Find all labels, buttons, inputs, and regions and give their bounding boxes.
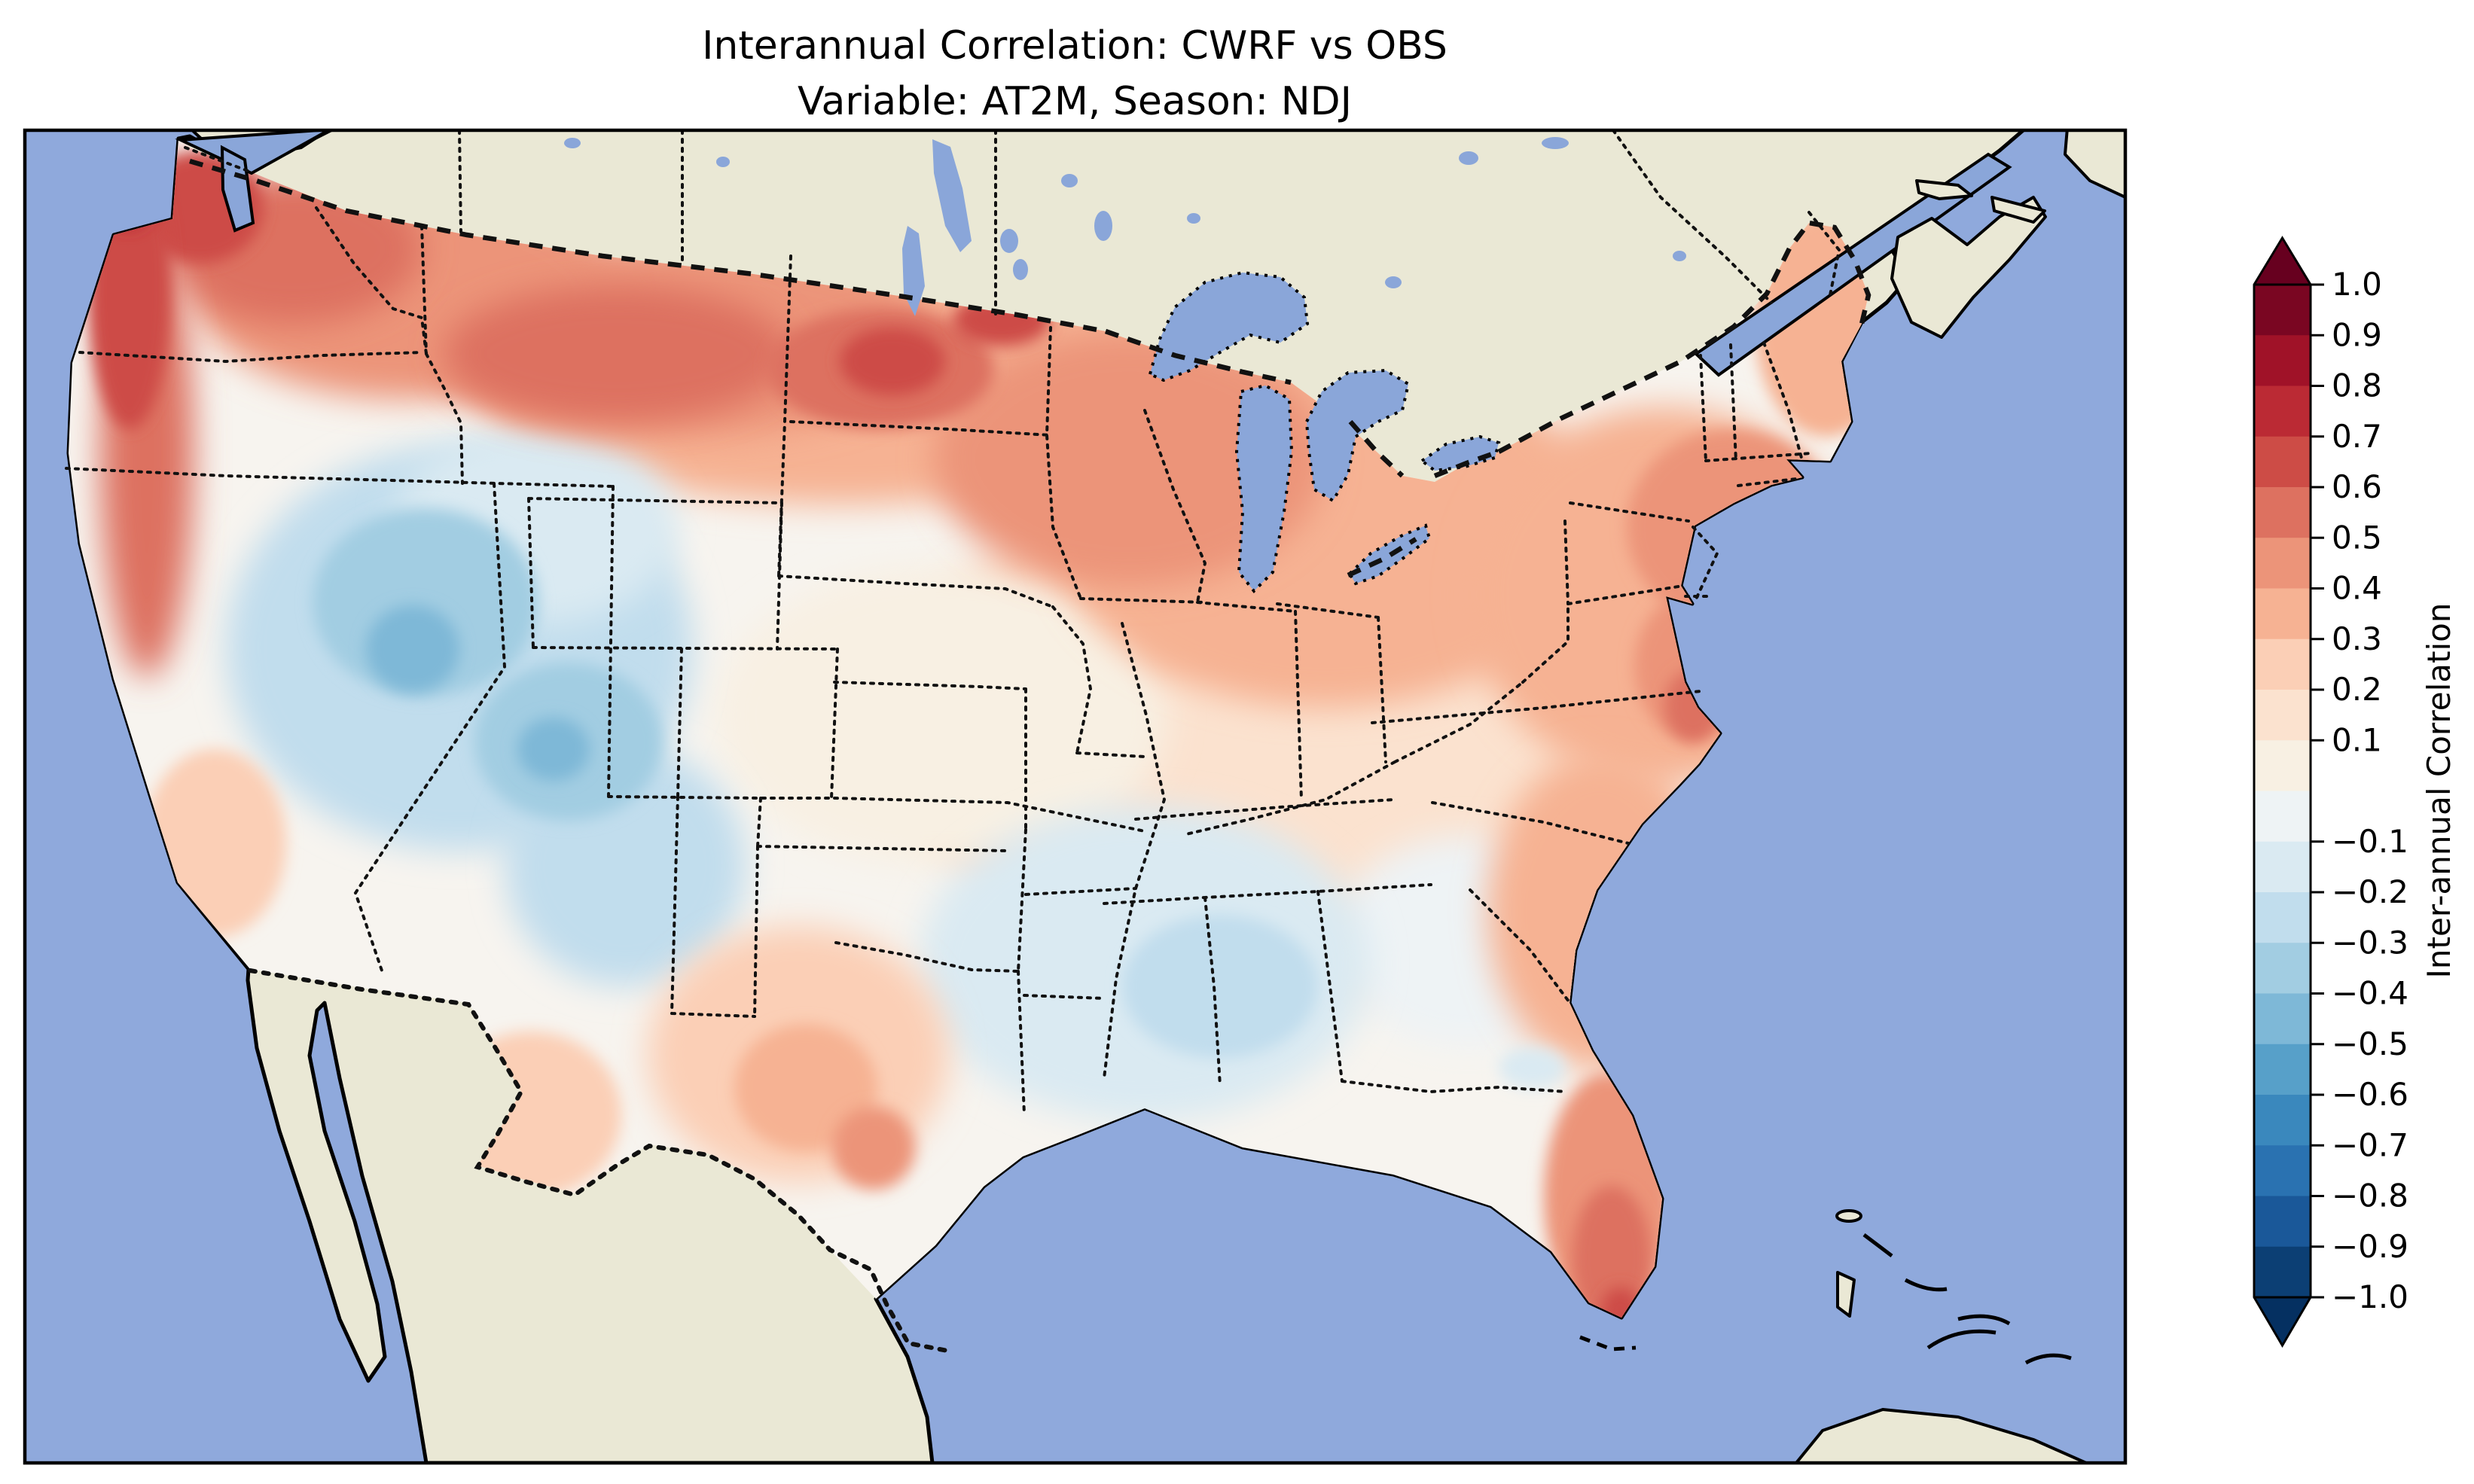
coastline-cuba — [1795, 1408, 2088, 1463]
colorbar-tick-label: −0.5 — [2332, 1025, 2408, 1062]
lake-michigan — [1234, 383, 1294, 593]
field-region-montana-core — [444, 286, 791, 422]
colorbar-tick-label: 0.7 — [2332, 418, 2382, 455]
coastline-anticosti — [1990, 196, 2046, 224]
colorbar-tick-label: −0.8 — [2332, 1178, 2408, 1214]
field-region-big-bend-warm — [832, 1107, 915, 1190]
us-canada-border — [189, 158, 1872, 577]
colorbar-band — [2254, 285, 2311, 336]
colorbar-band — [2254, 993, 2311, 1045]
colorbar-outline — [2253, 236, 2312, 1348]
colorbar-tick-label: 0.3 — [2332, 620, 2382, 657]
lake-erie — [1347, 523, 1432, 586]
colorbar-extend-under — [2254, 1297, 2311, 1345]
colorbar-tick-label: −1.0 — [2332, 1278, 2408, 1315]
coastline-newfoundland — [2064, 130, 2125, 199]
colorbar-bands — [2254, 238, 2311, 1345]
field-region-florida-tip-spot — [1601, 1287, 1640, 1318]
colorbar-tick-label: −0.9 — [2332, 1228, 2408, 1265]
colorbar-band — [2254, 436, 2311, 488]
coastline-pei — [1915, 179, 1973, 200]
chart-title-line2: Variable: AT2M, Season: NDJ — [798, 79, 1352, 124]
puget-sound — [220, 145, 255, 233]
colorbar-band — [2254, 335, 2311, 387]
colorbar-tick-label: −0.4 — [2332, 975, 2408, 1012]
field-region-utah-dark-spot — [366, 605, 459, 693]
field-region-north-dakota-spot — [840, 328, 945, 395]
colorbar-tick-label: 1.0 — [2332, 266, 2382, 303]
colorbar-band — [2254, 588, 2311, 640]
colorbar-tick-label: 0.5 — [2332, 519, 2382, 556]
colorbar-band — [2254, 638, 2311, 690]
chart-title-line1: Interannual Correlation: CWRF vs OBS — [702, 23, 1447, 69]
colorbar-tick-label: 0.2 — [2332, 671, 2382, 708]
colorbar-band — [2254, 385, 2311, 437]
colorbar-band — [2254, 1196, 2311, 1248]
field-region-kansas-neutral — [715, 565, 1167, 866]
field-region-colorado-dark-spot — [517, 718, 590, 781]
colorbar-band — [2254, 1145, 2311, 1197]
us-mexico-border — [248, 968, 950, 1353]
colorbar-band — [2254, 841, 2311, 893]
colorbar-tick-label: −0.1 — [2332, 823, 2408, 860]
colorbar-axis-label: Inter-annual Correlation — [2421, 603, 2457, 979]
colorbar-tick-label: 0.1 — [2332, 721, 2382, 758]
colorbar-tick-label: 0.4 — [2332, 570, 2382, 607]
lake-huron — [1304, 368, 1411, 503]
colorbar-band — [2254, 538, 2311, 590]
colorbar-band — [2254, 791, 2311, 843]
st-lawrence-river — [1693, 152, 2012, 377]
colorbar-tick-label: 0.8 — [2332, 367, 2382, 404]
colorbar-tick-label: −0.7 — [2332, 1126, 2408, 1163]
colorbar-band — [2254, 1246, 2311, 1298]
bahamas-islands — [1835, 1209, 2072, 1365]
coastline-nova-scotia — [1890, 196, 2047, 339]
colorbar-band — [2254, 943, 2311, 995]
strait-of-juan-de-fuca — [175, 130, 331, 175]
colorbar-extend-over — [2254, 238, 2311, 285]
field-region-gulf-cool-core — [1122, 915, 1318, 1058]
field-region-west-texas-core — [734, 1024, 877, 1152]
colorbar-tick-label: −0.2 — [2332, 873, 2408, 910]
canadian-lakes — [564, 137, 1686, 316]
lake-ontario — [1419, 434, 1501, 473]
colorbar-band — [2254, 740, 2311, 792]
field-region-upper-midwest — [934, 331, 1325, 587]
colorbar-band — [2254, 487, 2311, 538]
colorbar-tick-label: −0.6 — [2332, 1076, 2408, 1113]
colorbar-ticks: 1.0 0.9 0.8 0.7 0.6 0.5 0.4 0.3 0.2 0.1 −0.1 −0.2 −0… — [2311, 266, 2408, 1315]
colorbar-band — [2254, 690, 2311, 741]
colorbar-tick-label: −0.3 — [2332, 924, 2408, 961]
field-region-florida-panhandle-cool — [1499, 1047, 1566, 1089]
colorbar-tick-label: 0.9 — [2332, 316, 2382, 353]
colorbar-band — [2254, 1044, 2311, 1095]
lake-superior — [1148, 270, 1310, 382]
colorbar-tick-label: 0.6 — [2332, 468, 2382, 505]
colorbar-band — [2254, 892, 2311, 943]
state-borders — [65, 130, 1841, 1116]
map-frame — [23, 128, 2128, 1465]
colorbar-band — [2254, 1095, 2311, 1146]
map-panel — [25, 130, 2125, 1463]
